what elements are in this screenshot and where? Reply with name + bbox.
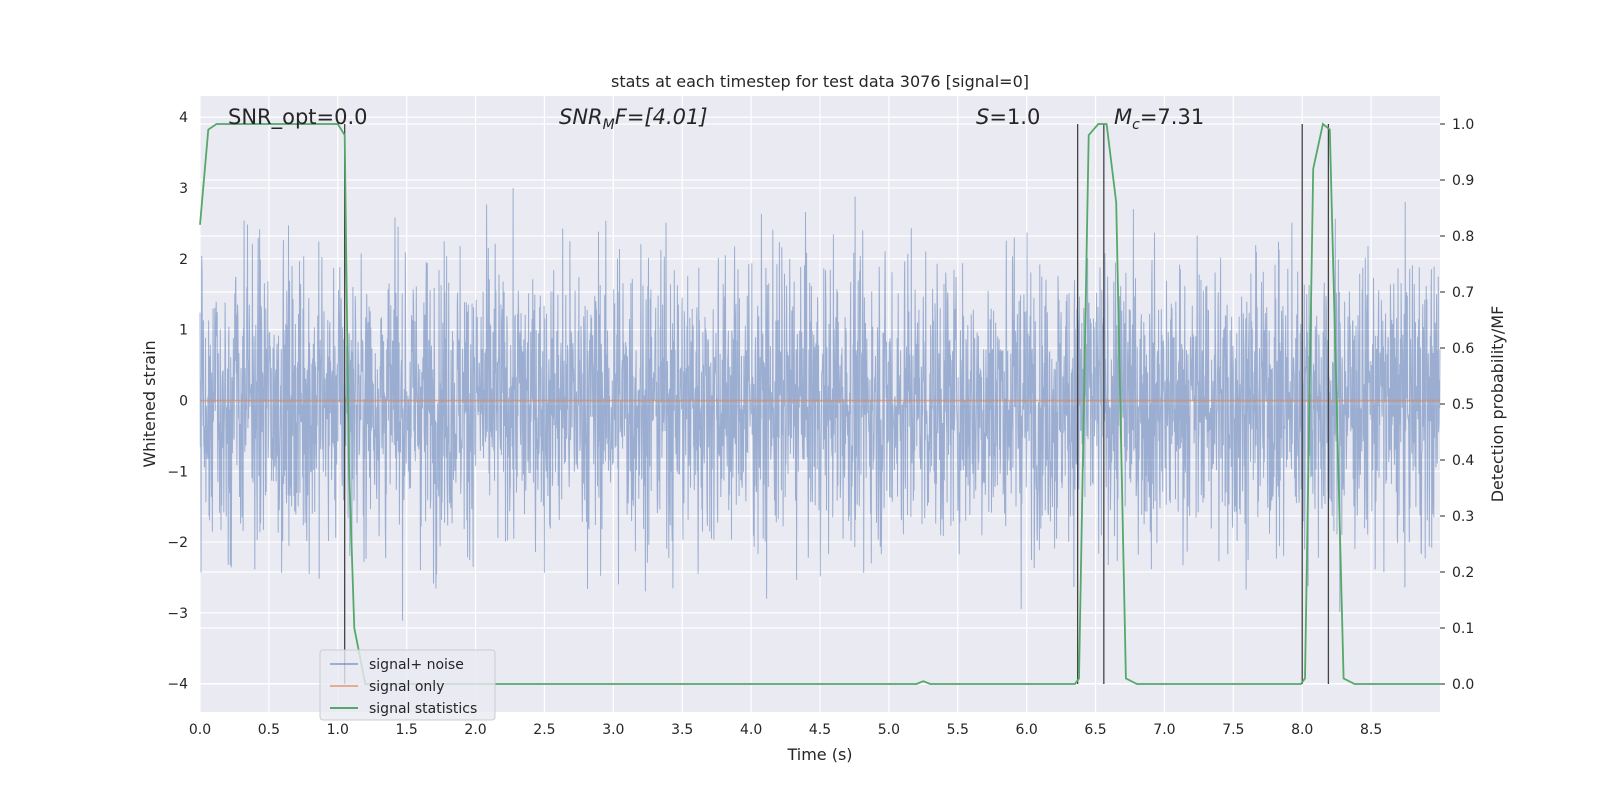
noise-trace — [199, 187, 1441, 621]
stats-line — [199, 122, 1440, 685]
stats-series — [199, 122, 1440, 685]
snr-mf-symbol: SNR — [559, 105, 603, 129]
mc-symbol: M — [1114, 105, 1132, 129]
x-tick-label: 4.5 — [809, 722, 831, 738]
annotation-mc: Mc=7.31 — [1114, 105, 1204, 133]
annotation-snr-mf: SNRMF=[4.01] — [559, 105, 708, 133]
x-tick-label: 1.0 — [327, 722, 349, 738]
y-tick-label: 2 — [179, 252, 188, 268]
legend-box — [319, 649, 496, 721]
y-tick-label: 4 — [179, 110, 188, 126]
x-tick-label: 3.5 — [671, 722, 693, 738]
y2-axis-label: Detection probability/MF — [1488, 306, 1507, 503]
legend-label-noise: signal+ noise — [369, 657, 464, 673]
x-tick-labels: 0.0 0.5 1.0 1.5 2.0 2.5 3.0 3.5 4.0 4.5 5.0 5.5 6.0 6… — [189, 722, 1382, 738]
x-tick-label: 5.0 — [878, 722, 900, 738]
annotation-snr-opt: SNR_opt=0.0 — [228, 105, 368, 130]
legend: signal+ noise signal only signal statist… — [319, 649, 496, 721]
x-tick-label: 7.0 — [1153, 722, 1175, 738]
y2-tick-labels: 0.0 0.1 0.2 0.3 0.4 0.5 0.6 0.7 0.8 0.9 1.0 — [1440, 117, 1474, 693]
x-tick-label: 8.0 — [1291, 722, 1313, 738]
noise-series — [199, 187, 1441, 621]
x-tick-label: 3.0 — [602, 722, 624, 738]
y-tick-label: −1 — [167, 464, 188, 480]
s-symbol: S — [976, 105, 989, 129]
y-tick-label: −3 — [167, 606, 188, 622]
annotation-s: S=1.0 — [976, 105, 1040, 129]
y2-tick-label: 1.0 — [1452, 117, 1474, 133]
x-axis-label: Time (s) — [786, 745, 852, 764]
x-tick-label: 6.5 — [1084, 722, 1106, 738]
legend-label-stats: signal statistics — [369, 701, 477, 717]
y2-tick-label: 0.2 — [1452, 565, 1474, 581]
x-tick-label: 2.5 — [533, 722, 555, 738]
snr-mf-subscript: M — [603, 117, 615, 133]
y2-tick-label: 0.7 — [1452, 285, 1474, 301]
x-tick-label: 0.0 — [189, 722, 211, 738]
y-tick-label: −4 — [167, 677, 188, 693]
x-tick-label: 4.0 — [740, 722, 762, 738]
x-tick-label: 6.0 — [1016, 722, 1038, 738]
y-tick-label: 1 — [179, 323, 188, 339]
chart-title: stats at each timestep for test data 307… — [611, 72, 1029, 91]
y2-tick-label: 0.1 — [1452, 621, 1474, 637]
y-axis-label: Whitened strain — [140, 340, 159, 467]
y2-tick-label: 0.0 — [1452, 677, 1474, 693]
y-tick-labels: −4 −3 −2 −1 0 1 2 3 4 — [167, 110, 188, 692]
x-tick-label: 0.5 — [258, 722, 280, 738]
mc-value: =7.31 — [1140, 105, 1204, 129]
x-tick-label: 5.5 — [947, 722, 969, 738]
y2-tick-label: 0.5 — [1452, 397, 1474, 413]
y-tick-label: 3 — [179, 181, 188, 197]
y-tick-label: 0 — [179, 393, 188, 409]
y2-tick-label: 0.3 — [1452, 509, 1474, 525]
x-tick-label: 2.0 — [464, 722, 486, 738]
legend-label-signal: signal only — [369, 679, 444, 695]
y2-tick-label: 0.8 — [1452, 229, 1474, 245]
s-value: =1.0 — [989, 105, 1040, 129]
y2-tick-label: 0.9 — [1452, 173, 1474, 189]
snr-mf-value: F=[4.01] — [615, 105, 708, 129]
mc-subscript: c — [1132, 117, 1140, 133]
y2-tick-label: 0.6 — [1452, 341, 1474, 357]
vertical-markers — [344, 124, 1330, 684]
y-tick-label: −2 — [167, 535, 188, 551]
x-tick-label: 1.5 — [396, 722, 418, 738]
snr-mf-rest: F=[4.01] — [615, 105, 708, 129]
x-tick-label: 7.5 — [1222, 722, 1244, 738]
x-tick-label: 8.5 — [1360, 722, 1382, 738]
y2-tick-label: 0.4 — [1452, 453, 1474, 469]
